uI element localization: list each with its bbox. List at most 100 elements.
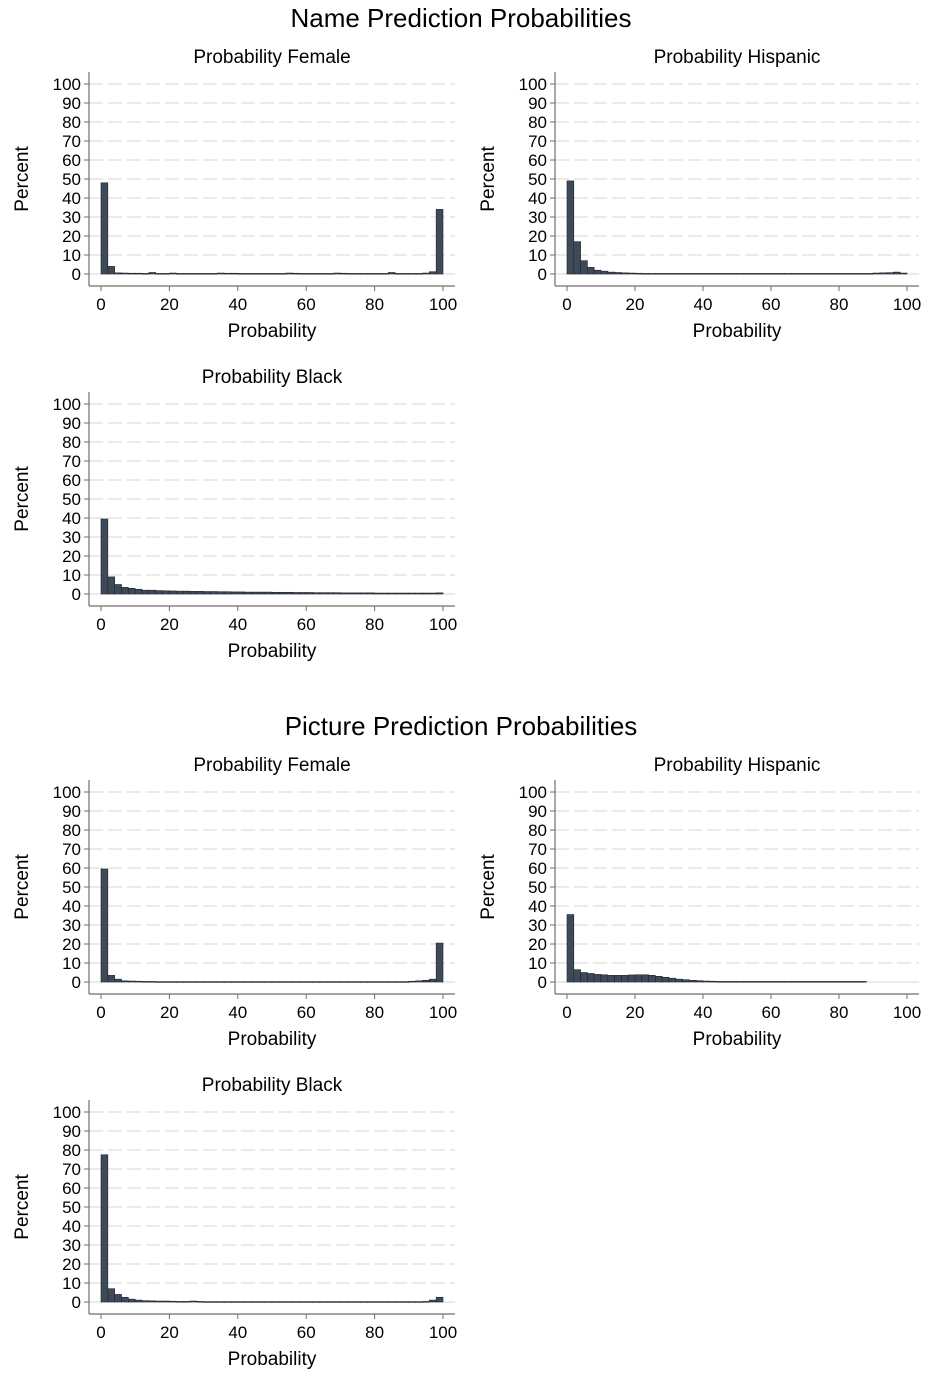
y-tick-label: 80 (62, 113, 81, 132)
histogram-bar (210, 1301, 218, 1303)
histogram-bar (838, 273, 847, 275)
histogram-bar (435, 592, 444, 595)
histogram-bar (299, 273, 307, 275)
histogram-bar (258, 273, 266, 275)
y-tick-label: 20 (62, 547, 81, 566)
histogram-bar (203, 591, 211, 595)
histogram-bar (299, 981, 307, 983)
group-title-picture: Picture Prediction Probabilities (285, 711, 638, 741)
y-tick-label: 20 (62, 227, 81, 246)
y-tick-label: 30 (528, 208, 547, 227)
histogram-bar (818, 981, 826, 983)
histogram-bar (784, 273, 792, 275)
histogram-bar (128, 980, 136, 983)
y-tick-label: 60 (62, 151, 81, 170)
x-tick-label: 40 (694, 1003, 713, 1022)
x-tick-label: 80 (365, 615, 384, 634)
histogram-bar (340, 592, 348, 595)
y-tick-label: 90 (62, 94, 81, 113)
histogram-bar (573, 969, 581, 983)
histogram-bar (729, 273, 738, 275)
histogram-bar (278, 1301, 286, 1303)
histogram-bar (148, 589, 157, 595)
x-tick-label: 20 (160, 615, 179, 634)
histogram-bar (100, 518, 109, 595)
histogram-bar (196, 981, 204, 983)
histogram-bar (319, 592, 328, 595)
x-tick-label: 0 (96, 295, 105, 314)
y-tick-label: 0 (538, 265, 547, 284)
histogram-bar (367, 592, 375, 595)
histogram-bar (162, 1300, 170, 1303)
y-tick-label: 60 (62, 859, 81, 878)
histogram-bar (797, 981, 806, 983)
histogram-bar (175, 273, 184, 275)
y-tick-label: 90 (62, 1122, 81, 1141)
x-axis-label: Probability (228, 1349, 317, 1370)
histogram-bar (203, 1301, 211, 1303)
histogram-bar (422, 979, 430, 983)
histogram-bar (872, 272, 881, 275)
histogram-bar (593, 269, 602, 275)
x-tick-label: 80 (830, 1003, 849, 1022)
histogram-bar (702, 273, 711, 275)
histogram-bar (614, 975, 622, 983)
histogram-bar (216, 591, 225, 595)
y-tick-label: 30 (62, 916, 81, 935)
y-tick-label: 0 (72, 973, 81, 992)
histogram-bar (360, 1301, 369, 1303)
x-tick-label: 0 (96, 1003, 105, 1022)
histogram-bar (169, 981, 177, 983)
histogram-bar (408, 980, 416, 983)
histogram-bar (422, 1301, 430, 1303)
histogram-bar (893, 271, 901, 275)
histogram-bar (381, 1301, 389, 1303)
y-tick-label: 20 (62, 1255, 81, 1274)
histogram-bar (593, 974, 602, 983)
x-tick-label: 0 (96, 1323, 105, 1342)
y-tick-label: 80 (62, 1141, 81, 1160)
histogram-bar (750, 981, 758, 983)
histogram-bar (203, 981, 211, 983)
y-axis-label: Percent (12, 466, 33, 532)
histogram-bar (326, 1301, 334, 1303)
histogram-bar (374, 592, 382, 595)
histogram-bar (668, 273, 677, 275)
panel-title: Probability Hispanic (654, 47, 821, 68)
y-tick-label: 30 (528, 916, 547, 935)
histogram-bar (148, 981, 157, 983)
histogram-bar (141, 981, 150, 983)
histogram-bar (415, 592, 423, 595)
histogram-bar (845, 981, 853, 983)
histogram-bar (237, 273, 245, 275)
histogram-bar (607, 271, 615, 275)
histogram-bar (825, 981, 833, 983)
y-tick-label: 40 (62, 897, 81, 916)
histogram-bar (251, 273, 259, 275)
histogram-bar (285, 591, 293, 595)
histogram-bar (566, 914, 575, 983)
histogram-bar (729, 981, 738, 983)
histogram-bar (100, 868, 109, 983)
x-tick-label: 60 (297, 295, 316, 314)
histogram-bar (305, 1301, 314, 1303)
histogram-bar (429, 271, 437, 275)
histogram-bar (387, 272, 396, 275)
histogram-bar (627, 272, 636, 275)
histogram-bar (244, 1301, 252, 1303)
histogram-bar (237, 591, 245, 595)
histogram-bar (299, 1301, 307, 1303)
histogram-bar (175, 1301, 184, 1303)
y-axis-label: Percent (478, 854, 499, 920)
y-tick-label: 30 (62, 208, 81, 227)
histogram-bar (182, 590, 191, 595)
y-axis-label: Percent (12, 146, 33, 212)
histogram-bar (346, 981, 355, 983)
histogram-bar (804, 981, 813, 983)
histogram-bar (230, 591, 239, 595)
histogram-bar (189, 981, 198, 983)
histogram-bar (381, 981, 389, 983)
